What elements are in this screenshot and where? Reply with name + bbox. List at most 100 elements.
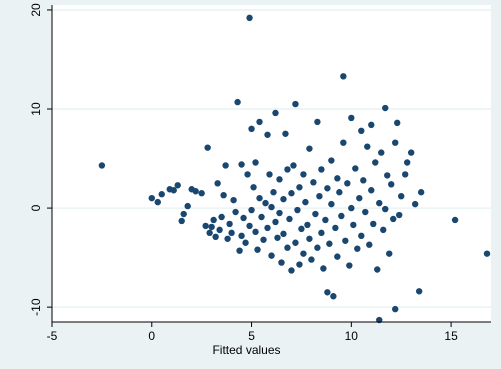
data-point: [288, 267, 295, 274]
data-point: [380, 226, 387, 234]
data-point: [204, 144, 211, 151]
data-point: [360, 177, 367, 184]
data-point: [342, 237, 349, 244]
data-point: [304, 221, 311, 229]
x-tick-label: 0: [148, 329, 155, 343]
data-point: [332, 224, 339, 232]
data-point: [214, 180, 221, 187]
plot-background: [52, 5, 491, 322]
data-point: [260, 236, 267, 243]
data-point: [230, 196, 237, 204]
data-point: [244, 171, 251, 178]
data-point: [276, 176, 283, 183]
data-point: [384, 172, 391, 179]
data-point: [248, 206, 255, 214]
data-point: [401, 171, 409, 178]
data-point: [264, 131, 271, 138]
data-point: [272, 218, 279, 226]
data-point: [216, 226, 223, 234]
data-point: [280, 230, 287, 238]
data-point: [368, 187, 375, 194]
data-point: [390, 215, 397, 223]
data-point: [222, 162, 229, 169]
data-point: [318, 166, 325, 173]
data-point: [238, 161, 245, 168]
data-point: [272, 109, 279, 117]
data-point: [236, 247, 243, 254]
data-point: [192, 188, 199, 195]
data-point: [451, 216, 459, 224]
data-point: [258, 213, 265, 221]
data-point: [206, 229, 213, 237]
y-tick-label: 20: [29, 3, 43, 17]
data-point: [382, 104, 389, 112]
data-point: [370, 220, 377, 228]
data-point: [148, 194, 155, 202]
data-point: [268, 203, 275, 211]
data-point: [306, 145, 313, 152]
data-point: [178, 217, 185, 225]
data-point: [202, 222, 209, 230]
y-tick-label: -10: [29, 298, 43, 316]
data-point: [288, 190, 295, 197]
data-point: [366, 241, 373, 248]
y-tick-label: 0: [29, 204, 43, 211]
data-point: [308, 256, 315, 263]
data-point: [286, 215, 293, 223]
data-point: [346, 262, 353, 269]
data-point: [374, 266, 381, 273]
data-point: [226, 220, 233, 228]
data-point: [180, 210, 187, 218]
data-point: [294, 206, 301, 214]
data-point: [316, 192, 323, 200]
data-point: [212, 233, 219, 241]
data-point: [208, 223, 215, 231]
data-point: [262, 199, 269, 207]
data-point: [256, 118, 263, 126]
data-point: [398, 192, 405, 200]
data-point: [314, 244, 321, 251]
data-point: [210, 216, 217, 224]
data-point: [246, 222, 253, 230]
data-point: [276, 209, 283, 217]
plot-area: -5 0 5 10 15 -10 0 10 20: [29, 3, 491, 343]
data-point: [98, 162, 106, 169]
data-point: [483, 250, 491, 257]
data-point: [184, 202, 191, 210]
data-point: [300, 250, 307, 257]
data-point: [298, 225, 305, 233]
x-tick-label: 5: [248, 329, 255, 343]
data-point: [392, 139, 399, 146]
data-point: [232, 208, 239, 216]
data-point: [284, 166, 291, 173]
data-point: [282, 130, 289, 137]
data-point: [218, 213, 225, 221]
y-axis-ticks: -10 0 10 20: [29, 3, 52, 316]
data-point: [250, 184, 257, 191]
data-point: [228, 229, 235, 237]
data-point: [396, 211, 403, 219]
data-point: [310, 179, 317, 186]
data-point: [198, 190, 205, 197]
data-point: [338, 212, 345, 220]
data-point: [248, 125, 255, 133]
data-point: [240, 214, 247, 222]
data-point: [348, 204, 355, 212]
data-point: [415, 288, 423, 295]
data-point: [284, 244, 291, 251]
data-point: [336, 189, 343, 196]
data-point: [417, 189, 425, 196]
data-point: [403, 159, 411, 166]
data-point: [388, 181, 395, 188]
data-point: [378, 149, 385, 156]
data-point: [411, 200, 419, 208]
data-point: [306, 235, 313, 242]
data-point: [296, 261, 303, 268]
data-point: [292, 239, 299, 246]
data-point: [280, 195, 287, 203]
data-point: [368, 121, 375, 129]
data-point: [324, 289, 331, 296]
data-point: [322, 216, 329, 224]
data-point: [252, 159, 259, 166]
